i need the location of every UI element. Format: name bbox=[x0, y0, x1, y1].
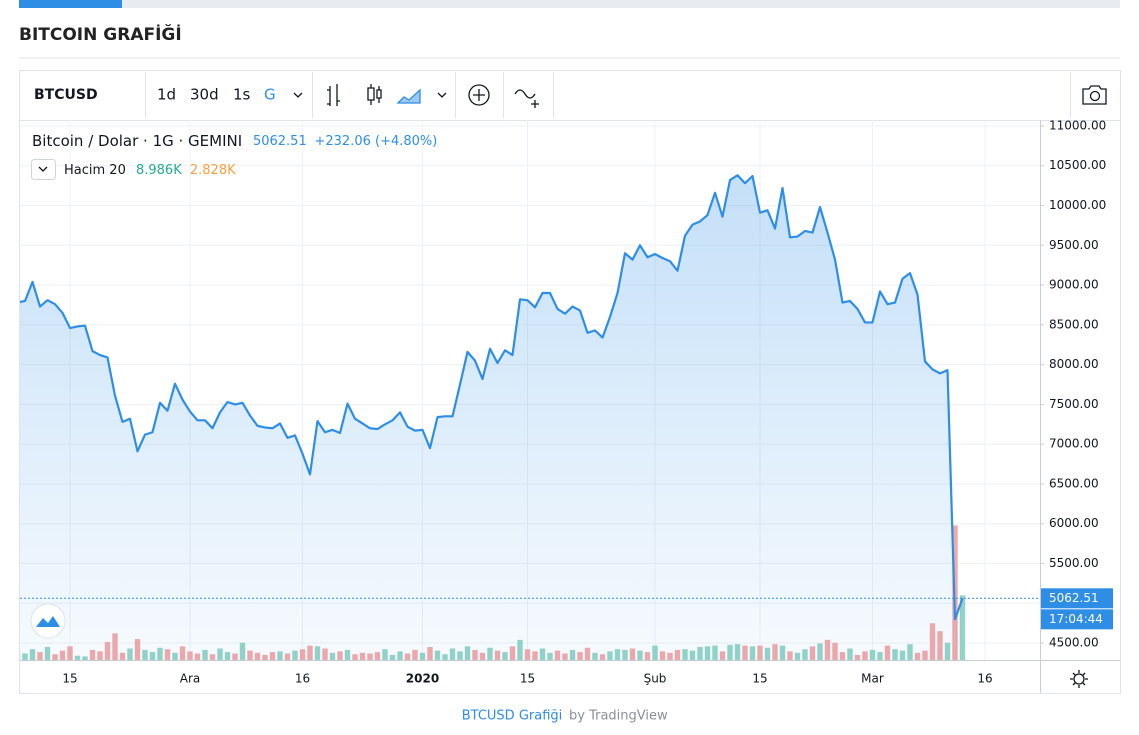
settings[interactable] bbox=[1073, 673, 1085, 685]
x-tick-label: 15 bbox=[520, 672, 535, 686]
candles-icon[interactable] bbox=[367, 84, 382, 105]
y-tick-label: 9500.00 bbox=[1049, 238, 1099, 252]
logo[interactable] bbox=[30, 603, 66, 639]
x-tick-label: 2020 bbox=[406, 672, 439, 686]
last-price-box bbox=[1041, 588, 1113, 609]
logo-mark bbox=[36, 616, 60, 627]
y-tick-label: 7500.00 bbox=[1049, 397, 1099, 411]
last-price-label: 5062.51 bbox=[1049, 591, 1099, 605]
volume-ma: 2.828K bbox=[190, 163, 236, 178]
range-button[interactable]: 1d bbox=[157, 86, 176, 104]
lens bbox=[1089, 90, 1101, 102]
y-tick-label: 10500.00 bbox=[1049, 158, 1106, 172]
change: +232.06 (+4.80%) bbox=[315, 134, 438, 149]
y-tick-label: 8500.00 bbox=[1049, 317, 1099, 331]
countdown-box bbox=[1041, 609, 1113, 630]
volume-last: 8.986K bbox=[136, 163, 182, 178]
axes: 4500.005000.005500.006000.006500.007000.… bbox=[62, 118, 1113, 686]
y-tick-label: 6500.00 bbox=[1049, 476, 1099, 490]
y-tick-label: 11000.00 bbox=[1049, 118, 1106, 132]
legend: Bitcoin / Dolar · 1G · GEMINI 5062.51 +2… bbox=[32, 132, 437, 150]
x-tick-label: 15 bbox=[62, 672, 77, 686]
x-tick-label: 15 bbox=[752, 672, 767, 686]
y-tick-label: 8000.00 bbox=[1049, 357, 1099, 371]
interval-button[interactable]: G bbox=[264, 86, 276, 104]
page-title: BITCOIN GRAFİĞİ bbox=[19, 23, 182, 45]
x-tick-label: 16 bbox=[977, 672, 992, 686]
footer-by: by TradingView bbox=[569, 709, 668, 724]
add-indicator[interactable] bbox=[468, 84, 490, 106]
y-tick-label: 4500.00 bbox=[1049, 636, 1099, 650]
range-button[interactable]: 30d bbox=[190, 86, 219, 104]
x-tick-label: Mar bbox=[861, 672, 884, 686]
y-tick-label: 7000.00 bbox=[1049, 437, 1099, 451]
volume-name: Hacim 20 bbox=[64, 163, 126, 178]
bars-icon[interactable] bbox=[327, 84, 340, 106]
settings-spokes bbox=[1070, 670, 1088, 688]
x-tick-label: Ara bbox=[180, 672, 201, 686]
active-tab[interactable] bbox=[19, 0, 122, 8]
toolbar: BTCUSD 1d 30d 1s G bbox=[34, 72, 1107, 118]
y-tick-label: 9000.00 bbox=[1049, 278, 1099, 292]
last-value: 5062.51 bbox=[253, 134, 307, 149]
volume-legend: Hacim 20 8.986K 2.828K bbox=[64, 163, 236, 178]
chevron bbox=[38, 166, 48, 172]
plus bbox=[473, 89, 485, 101]
snapshot[interactable] bbox=[1082, 85, 1107, 105]
chevron[interactable] bbox=[437, 92, 447, 98]
chevron[interactable] bbox=[293, 92, 303, 98]
price-line bbox=[20, 174, 964, 621]
series-title: Bitcoin / Dolar · 1G · GEMINI bbox=[32, 132, 242, 150]
countdown-label: 17:04:44 bbox=[1049, 612, 1103, 626]
plot bbox=[20, 120, 1040, 660]
price-area bbox=[20, 175, 963, 660]
tab-strip bbox=[19, 0, 1120, 8]
collapse-button[interactable] bbox=[31, 159, 56, 180]
range-button[interactable]: 1s bbox=[233, 86, 251, 104]
area-icon[interactable] bbox=[396, 88, 421, 104]
footer-link[interactable]: BTCUSD Grafiği bbox=[462, 709, 563, 724]
y-tick-label: 5500.00 bbox=[1049, 556, 1099, 570]
y-tick-label: 10000.00 bbox=[1049, 198, 1106, 212]
symbol[interactable]: BTCUSD bbox=[34, 87, 98, 103]
compare-icon[interactable] bbox=[514, 89, 539, 108]
y-tick-label: 6000.00 bbox=[1049, 516, 1099, 530]
x-tick-label: Şub bbox=[644, 672, 667, 686]
x-tick-label: 16 bbox=[295, 672, 310, 686]
